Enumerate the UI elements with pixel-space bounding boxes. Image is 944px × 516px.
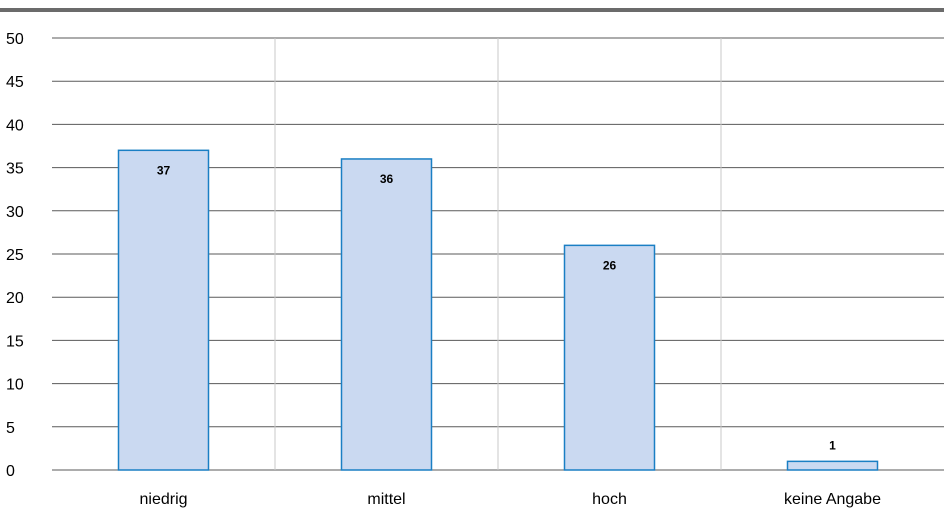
x-category-label: hoch: [592, 491, 627, 508]
bar-hoch: [563, 244, 656, 471]
bar-mittel: [340, 158, 433, 471]
data-label: 36: [380, 172, 394, 186]
y-tick-label: 0: [6, 463, 15, 480]
x-category-label: mittel: [367, 491, 405, 508]
bars: [117, 149, 879, 471]
y-tick-label: 15: [6, 333, 24, 350]
data-label: 37: [157, 163, 171, 177]
y-tick-label: 40: [6, 117, 24, 134]
x-category-label: niedrig: [139, 491, 187, 508]
y-tick-label: 5: [6, 420, 15, 437]
top-rule: [0, 8, 944, 12]
x-category-label: keine Angabe: [784, 491, 881, 508]
y-tick-label: 30: [6, 204, 24, 221]
bar-niedrig: [117, 149, 210, 471]
y-tick-label: 20: [6, 290, 24, 307]
y-tick-label: 45: [6, 74, 24, 91]
data-label: 26: [603, 258, 617, 272]
y-tick-label: 10: [6, 377, 24, 394]
bar-keine-angabe: [786, 460, 879, 471]
y-tick-label: 50: [6, 31, 24, 48]
x-axis-category-labels: niedrig mittel hoch keine Angabe: [139, 491, 881, 508]
category-dividers: [274, 38, 722, 470]
y-tick-label: 35: [6, 161, 24, 178]
y-tick-label: 25: [6, 247, 24, 264]
data-labels: 37 36 26 1: [157, 163, 836, 452]
data-label: 1: [829, 438, 836, 452]
y-axis-tick-labels: 0 5 10 15 20 25 30 35 40 45 50: [6, 31, 24, 480]
